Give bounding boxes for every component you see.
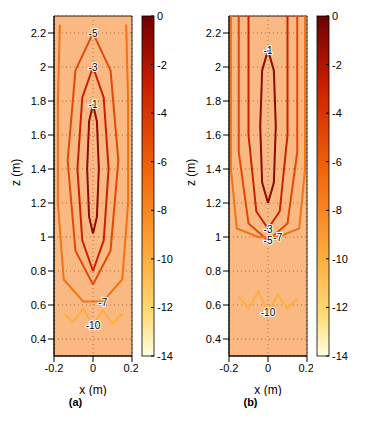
svg-text:0: 0: [265, 362, 271, 374]
svg-text:-14: -14: [332, 350, 348, 362]
svg-text:-1: -1: [264, 45, 273, 56]
svg-text:0.2: 0.2: [298, 362, 313, 374]
svg-text:1.8: 1.8: [206, 95, 221, 107]
svg-text:-2: -2: [332, 59, 342, 71]
svg-text:0.8: 0.8: [31, 265, 46, 277]
svg-text:1.2: 1.2: [206, 197, 221, 209]
svg-text:z (m): z (m): [9, 159, 23, 186]
svg-text:0.2: 0.2: [123, 362, 138, 374]
svg-text:-10: -10: [332, 253, 348, 265]
svg-text:0: 0: [90, 362, 96, 374]
svg-text:-4: -4: [332, 107, 342, 119]
html-text:(a): (a): [68, 396, 83, 408]
svg-text:2: 2: [40, 61, 46, 73]
svg-text:2.2: 2.2: [206, 27, 221, 39]
svg-text:0.4: 0.4: [31, 333, 46, 345]
svg-text:x (m): x (m): [254, 383, 281, 396]
svg-text:z (m): z (m): [184, 159, 198, 186]
svg-text:-5: -5: [264, 235, 273, 246]
svg-text:-0.2: -0.2: [45, 362, 64, 374]
svg-text:1: 1: [40, 231, 46, 243]
svg-text:-10: -10: [86, 320, 101, 331]
svg-text:-1: -1: [89, 99, 98, 110]
svg-text:-10: -10: [157, 253, 173, 265]
svg-text:0: 0: [332, 10, 338, 22]
svg-text:0.8: 0.8: [206, 265, 221, 277]
html-text:(b): (b): [243, 396, 258, 408]
svg-text:1.6: 1.6: [31, 129, 46, 141]
svg-text:1: 1: [215, 231, 221, 243]
svg-text:-6: -6: [332, 156, 342, 168]
svg-text:-6: -6: [157, 156, 167, 168]
svg-text:-2: -2: [157, 59, 167, 71]
svg-text:1.4: 1.4: [31, 163, 46, 175]
svg-text:0.6: 0.6: [206, 299, 221, 311]
svg-text:-14: -14: [157, 350, 173, 362]
svg-text:-3: -3: [264, 224, 273, 235]
svg-text:-10: -10: [261, 307, 276, 318]
svg-text:1.8: 1.8: [31, 95, 46, 107]
svg-text:-4: -4: [157, 107, 167, 119]
svg-text:-7: -7: [273, 232, 282, 243]
svg-text:2.2: 2.2: [31, 27, 46, 39]
svg-text:-8: -8: [157, 204, 167, 216]
svg-text:-8: -8: [332, 204, 342, 216]
svg-text:-12: -12: [332, 301, 348, 313]
svg-text:1.2: 1.2: [31, 197, 46, 209]
svg-text:-5: -5: [89, 28, 98, 39]
svg-text:0.6: 0.6: [31, 299, 46, 311]
svg-text:2: 2: [215, 61, 221, 73]
svg-text:0: 0: [157, 10, 163, 22]
svg-text:1.6: 1.6: [206, 129, 221, 141]
svg-text:-3: -3: [89, 62, 98, 73]
svg-text:-0.2: -0.2: [220, 362, 239, 374]
svg-text:0.4: 0.4: [206, 333, 221, 345]
svg-text:x (m): x (m): [79, 383, 106, 396]
svg-text:-7: -7: [98, 297, 107, 308]
svg-text:1.4: 1.4: [206, 163, 221, 175]
svg-text:-12: -12: [157, 301, 173, 313]
